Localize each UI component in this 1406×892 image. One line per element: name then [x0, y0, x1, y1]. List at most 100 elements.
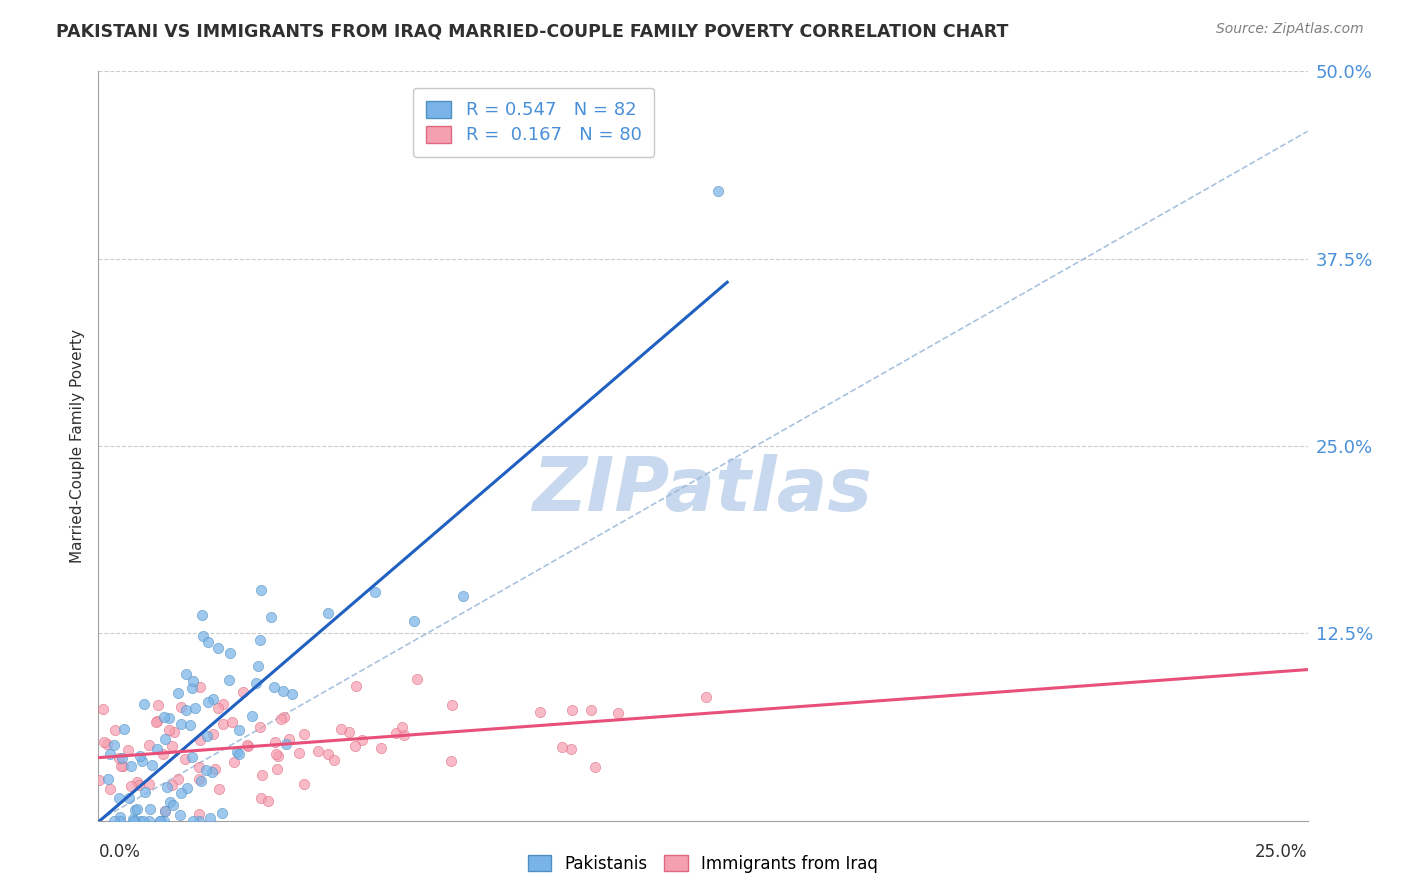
Point: [184, 700, 207, 714]
Point: [190, 608, 212, 623]
Point: [350, 733, 373, 747]
Point: [112, 758, 135, 772]
Point: [211, 697, 233, 711]
Point: [134, 698, 156, 712]
Point: [153, 710, 176, 724]
Point: [108, 814, 131, 828]
Point: [404, 614, 426, 628]
Point: [103, 738, 125, 752]
Point: [125, 802, 148, 816]
Point: [264, 747, 287, 762]
Point: [201, 691, 224, 706]
Point: [120, 779, 142, 793]
Point: [98, 782, 121, 797]
Point: [218, 647, 240, 661]
Point: [337, 725, 360, 739]
Point: [157, 711, 180, 725]
Point: [240, 709, 263, 723]
Point: [208, 781, 231, 796]
Point: [169, 717, 191, 731]
Point: [344, 679, 367, 693]
Point: [706, 184, 728, 198]
Y-axis label: Married-Couple Family Poverty: Married-Couple Family Poverty: [69, 329, 84, 563]
Point: [188, 680, 211, 694]
Text: ZIPatlas: ZIPatlas: [533, 454, 873, 527]
Point: [93, 734, 115, 748]
Point: [292, 777, 315, 791]
Point: [157, 723, 180, 737]
Point: [292, 726, 315, 740]
Text: 25.0%: 25.0%: [1256, 843, 1308, 861]
Text: PAKISTANI VS IMMIGRANTS FROM IRAQ MARRIED-COUPLE FAMILY POVERTY CORRELATION CHAR: PAKISTANI VS IMMIGRANTS FROM IRAQ MARRIE…: [56, 22, 1008, 40]
Point: [281, 687, 304, 701]
Point: [138, 814, 160, 828]
Point: [159, 795, 181, 809]
Point: [263, 680, 285, 694]
Point: [112, 722, 135, 736]
Point: [108, 751, 131, 765]
Point: [174, 703, 197, 717]
Point: [131, 754, 153, 768]
Point: [207, 640, 229, 655]
Point: [247, 658, 270, 673]
Point: [236, 739, 259, 753]
Point: [134, 785, 156, 799]
Point: [190, 774, 212, 789]
Point: [195, 763, 218, 777]
Point: [191, 629, 214, 643]
Point: [128, 778, 150, 792]
Point: [201, 764, 224, 779]
Point: [212, 716, 235, 731]
Point: [146, 714, 169, 728]
Point: [316, 606, 339, 620]
Point: [228, 723, 250, 737]
Point: [263, 735, 285, 749]
Point: [307, 744, 329, 758]
Point: [344, 739, 367, 754]
Point: [266, 763, 288, 777]
Point: [96, 737, 118, 751]
Point: [579, 703, 602, 717]
Point: [87, 772, 110, 787]
Point: [98, 747, 121, 761]
Point: [128, 814, 150, 828]
Point: [228, 747, 250, 762]
Legend: R = 0.547   N = 82, R =  0.167   N = 80: R = 0.547 N = 82, R = 0.167 N = 80: [413, 88, 654, 157]
Point: [195, 729, 218, 743]
Point: [318, 747, 340, 761]
Point: [250, 767, 273, 781]
Point: [138, 802, 160, 816]
Point: [267, 748, 290, 763]
Point: [167, 686, 190, 700]
Point: [204, 762, 226, 776]
Point: [370, 740, 392, 755]
Point: [270, 712, 292, 726]
Point: [138, 777, 160, 791]
Point: [111, 751, 134, 765]
Point: [141, 758, 163, 772]
Point: [107, 791, 129, 805]
Point: [131, 814, 153, 828]
Point: [110, 758, 132, 772]
Text: Source: ZipAtlas.com: Source: ZipAtlas.com: [1216, 22, 1364, 37]
Point: [155, 804, 177, 818]
Point: [245, 676, 267, 690]
Point: [561, 703, 583, 717]
Point: [364, 585, 387, 599]
Point: [405, 672, 427, 686]
Point: [176, 781, 198, 796]
Point: [560, 742, 582, 756]
Point: [385, 725, 408, 739]
Point: [108, 810, 131, 824]
Point: [118, 790, 141, 805]
Point: [187, 772, 209, 787]
Point: [288, 746, 311, 760]
Point: [122, 814, 145, 828]
Point: [152, 747, 174, 762]
Point: [122, 812, 145, 826]
Point: [127, 775, 149, 789]
Point: [257, 794, 280, 808]
Point: [104, 723, 127, 738]
Point: [392, 727, 415, 741]
Point: [162, 798, 184, 813]
